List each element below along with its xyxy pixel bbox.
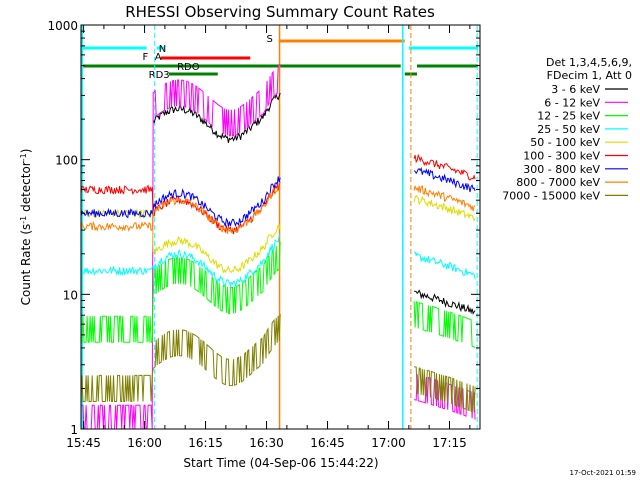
series-group: [80, 63, 476, 430]
legend-label: 50 - 100 keV: [530, 136, 600, 149]
x-tick-label: 16:15: [188, 436, 223, 450]
legend-label: 300 - 800 keV: [523, 163, 600, 176]
series-line: [80, 234, 281, 288]
legend-label: 6 - 12 keV: [544, 96, 600, 109]
series-line: [414, 374, 476, 420]
y-tick-label: 1: [70, 423, 78, 437]
x-tick-label: 17:15: [432, 436, 467, 450]
legend-label: 800 - 7000 keV: [516, 176, 600, 189]
series-line: [413, 153, 476, 181]
series-line: [413, 366, 476, 413]
series-line: [80, 208, 281, 274]
y-tick-label: 1000: [47, 19, 78, 33]
flag-label-s: S: [267, 34, 273, 45]
series-12to25keV-kev: [81, 241, 476, 348]
series-line: [413, 185, 476, 212]
series-line: [80, 176, 281, 228]
legend-header-1: Det 1,3,4,5,6,9,: [546, 56, 632, 69]
series-800to7000keV-kev: [80, 181, 476, 234]
series-3to6keV-kev: [152, 92, 476, 315]
x-tick-label: 16:00: [127, 436, 162, 450]
generation-timestamp: 17-Oct-2021 01:59: [570, 469, 636, 477]
flag-bars: NF A S RDO RD3: [81, 34, 478, 81]
series-line: [413, 301, 476, 348]
x-tick-label: 15:45: [66, 436, 101, 450]
axis-ticks: 15:45 16:00 16:15 16:30 16:45 17:00 17:15 1 10 10…: [47, 19, 480, 450]
y-axis-label: Count Rate (s-1 detector-1): [19, 149, 33, 306]
flag-label-rd3: RD3: [149, 70, 170, 81]
legend-label: 7000 - 15000 keV: [502, 189, 600, 202]
series-line: [80, 181, 281, 234]
series-line: [413, 251, 476, 280]
x-axis-label: Start Time (04-Sep-06 15:44:22): [183, 456, 378, 470]
x-tick-label: 16:30: [249, 436, 284, 450]
flag-label-rdo: RDO: [177, 62, 200, 73]
chart-title: RHESSI Observing Summary Count Rates: [125, 3, 435, 21]
series-line: [81, 241, 281, 343]
legend-label: 12 - 25 keV: [537, 110, 600, 123]
x-tick-label: 16:45: [310, 436, 345, 450]
series-25to50keV-kev: [80, 234, 476, 288]
legend-label: 25 - 50 keV: [537, 123, 600, 136]
series-7000to15000keV-kev: [80, 313, 476, 413]
series-100to300keV-kev: [80, 153, 476, 235]
x-tick-label: 17:00: [371, 436, 406, 450]
flag-label-f: F: [143, 52, 149, 63]
y-tick-label: 10: [63, 288, 78, 302]
plot-frame: [80, 24, 481, 430]
legend-label: 3 - 6 keV: [551, 83, 600, 96]
series-line: [413, 194, 476, 222]
series-line: [414, 289, 476, 315]
series-line: [152, 92, 281, 143]
flag-label-a: A: [155, 52, 162, 63]
series-line: [80, 313, 281, 402]
series-line: [413, 166, 476, 193]
legend-label: 100 - 300 keV: [523, 150, 600, 163]
series-300to800keV-kev: [80, 166, 476, 228]
y-tick-label: 100: [55, 154, 78, 168]
legend-header-2: FDecim 1, Att 0: [547, 69, 632, 82]
series-50to100keV-kev: [80, 194, 476, 274]
flag-label-n: N: [159, 44, 166, 55]
